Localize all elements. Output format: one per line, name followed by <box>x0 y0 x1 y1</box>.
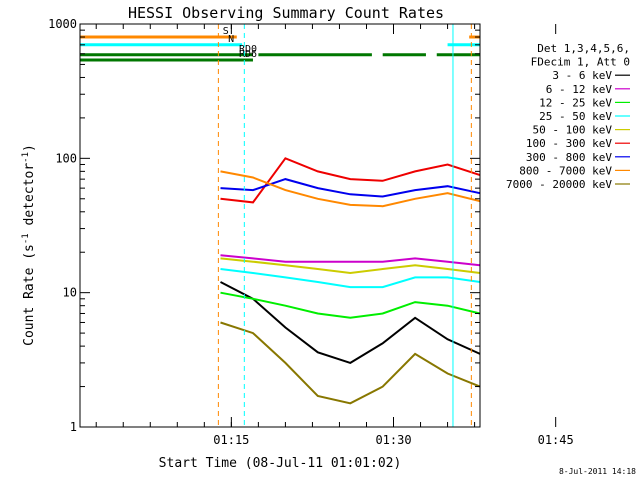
y-axis-label: Count Rate (s-1 detector-1) <box>21 144 37 346</box>
series-line <box>220 170 481 208</box>
legend-entry: 800 - 7000 keV <box>519 164 612 177</box>
series-line <box>220 291 481 319</box>
y-tick-label: 100 <box>55 151 77 165</box>
flag-label: RD0 <box>239 44 257 55</box>
x-axis-label: Start Time (08-Jul-11 01:01:02) <box>159 456 402 471</box>
series-line <box>220 281 481 364</box>
chart-title: HESSI Observing Summary Count Rates <box>128 4 444 22</box>
legend-entry: 50 - 100 keV <box>533 124 613 137</box>
legend-entry: 7000 - 20000 keV <box>506 178 612 191</box>
flag-label: N <box>228 34 234 45</box>
series-line <box>220 254 481 267</box>
legend-entry: 12 - 25 keV <box>539 96 612 109</box>
series-line <box>220 257 481 275</box>
legend-entry: 6 - 12 keV <box>546 83 613 96</box>
x-tick-label: 01:15 <box>213 433 249 447</box>
legend-header: Det 1,3,4,5,6, <box>537 42 630 55</box>
flag-label: S <box>223 26 229 37</box>
series-line <box>220 321 481 405</box>
y-tick-label: 10 <box>63 286 77 300</box>
series-line <box>220 268 481 289</box>
x-tick-label: 01:45 <box>538 433 574 447</box>
legend-entry: 300 - 800 keV <box>526 151 612 164</box>
plot-frame <box>79 23 481 428</box>
legend-entry: 25 - 50 keV <box>539 110 612 123</box>
y-tick-label: 1 <box>70 420 77 434</box>
y-tick-label: 1000 <box>48 17 77 31</box>
x-tick-label: 01:30 <box>375 433 411 447</box>
timestamp: 8-Jul-2011 14:18 <box>559 467 636 476</box>
flag-label: RD6 <box>239 49 257 60</box>
legend: Det 1,3,4,5,6,FDecim 1, Att 03 - 6 keV6 … <box>506 42 630 191</box>
series-line <box>220 157 481 204</box>
series-group <box>220 157 481 405</box>
legend-header: FDecim 1, Att 0 <box>531 56 630 69</box>
legend-entry: 100 - 300 keV <box>526 137 612 150</box>
series-line <box>220 178 481 198</box>
legend-entry: 3 - 6 keV <box>552 69 612 82</box>
